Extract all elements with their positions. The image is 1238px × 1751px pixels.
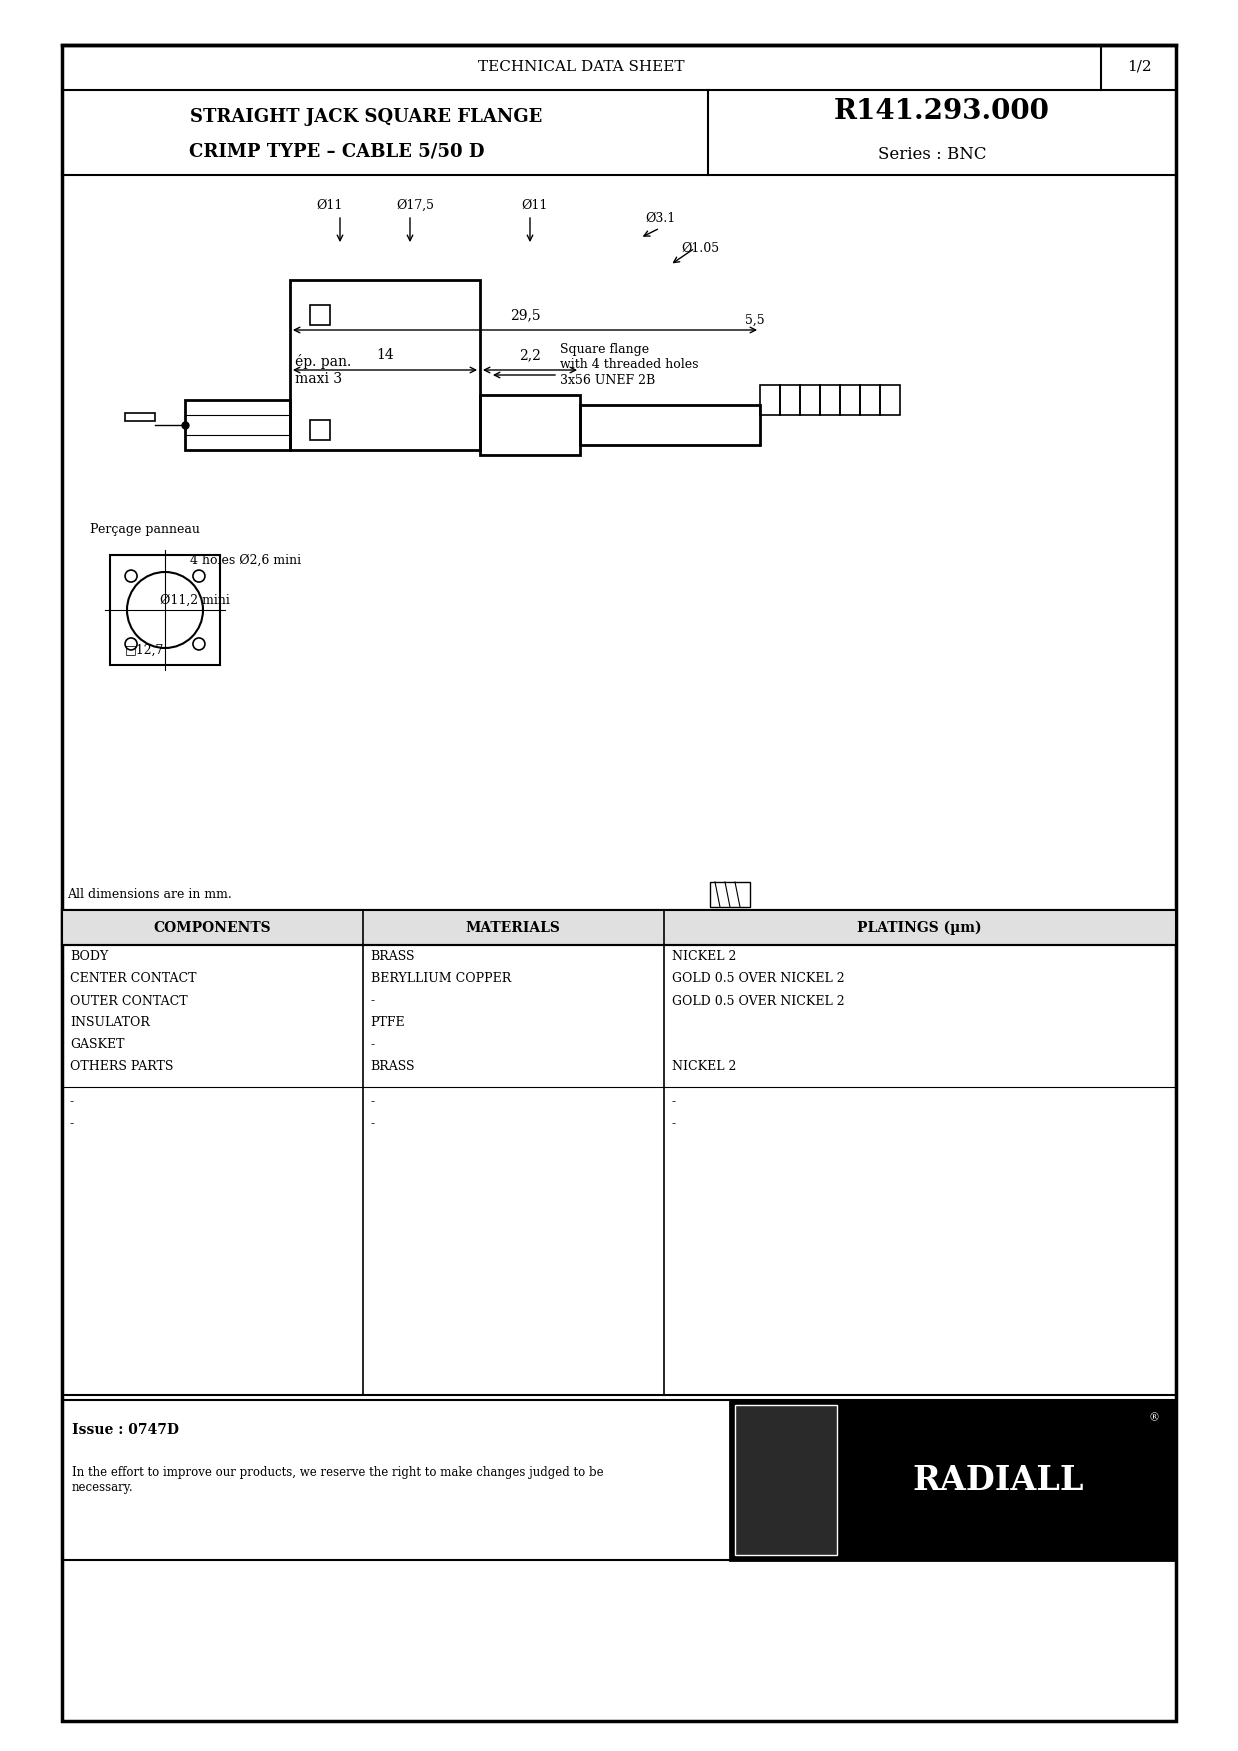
- Text: -: -: [370, 1117, 375, 1131]
- Text: ®: ®: [1148, 1413, 1159, 1424]
- Bar: [62, 1401, 1176, 1560]
- Text: Issue : 0747D: Issue : 0747D: [72, 1424, 180, 1438]
- Text: 4 holes Ø2,6 mini: 4 holes Ø2,6 mini: [189, 553, 301, 567]
- Text: NICKEL 2: NICKEL 2: [671, 951, 735, 963]
- Text: Series : BNC: Series : BNC: [878, 147, 987, 163]
- Text: CRIMP TYPE – CABLE 5/50 D: CRIMP TYPE – CABLE 5/50 D: [188, 144, 484, 161]
- Text: -: -: [671, 1117, 676, 1131]
- Bar: [735, 1404, 837, 1555]
- Text: Ø1.05: Ø1.05: [681, 242, 719, 254]
- Text: Square flange
with 4 threaded holes
3x56 UNEF 2B: Square flange with 4 threaded holes 3x56…: [560, 343, 698, 387]
- Text: OTHERS PARTS: OTHERS PARTS: [71, 1061, 173, 1073]
- Text: STRAIGHT JACK SQUARE FLANGE: STRAIGHT JACK SQUARE FLANGE: [191, 109, 542, 126]
- Text: BRASS: BRASS: [370, 1061, 415, 1073]
- Bar: [62, 911, 1176, 1396]
- Text: BODY: BODY: [71, 951, 108, 963]
- Text: BRASS: BRASS: [370, 951, 415, 963]
- Text: All dimensions are in mm.: All dimensions are in mm.: [67, 888, 232, 902]
- Text: PLATINGS (µm): PLATINGS (µm): [858, 921, 982, 935]
- Text: 1/2: 1/2: [1127, 60, 1151, 74]
- Bar: [780, 385, 800, 415]
- Text: Perçage panneau: Perçage panneau: [90, 524, 199, 536]
- Text: -: -: [370, 995, 375, 1007]
- Bar: [711, 883, 750, 907]
- Text: 5,5: 5,5: [745, 313, 765, 326]
- Bar: [62, 46, 1176, 1721]
- Text: -: -: [71, 1117, 74, 1131]
- Text: 2,2: 2,2: [519, 348, 541, 362]
- Text: 14: 14: [376, 348, 394, 362]
- Bar: [310, 305, 331, 326]
- Bar: [290, 280, 480, 450]
- Text: Ø17,5: Ø17,5: [396, 198, 435, 212]
- Text: GOLD 0.5 OVER NICKEL 2: GOLD 0.5 OVER NICKEL 2: [671, 972, 844, 986]
- Bar: [880, 385, 900, 415]
- Bar: [820, 385, 841, 415]
- Text: TECHNICAL DATA SHEET: TECHNICAL DATA SHEET: [478, 60, 685, 74]
- Text: 29,5: 29,5: [510, 308, 540, 322]
- Text: -: -: [370, 1038, 375, 1052]
- Text: NICKEL 2: NICKEL 2: [671, 1061, 735, 1073]
- Bar: [760, 385, 780, 415]
- Text: R141.293.000: R141.293.000: [834, 98, 1050, 126]
- Text: Ø11: Ø11: [521, 198, 548, 212]
- Text: INSULATOR: INSULATOR: [71, 1017, 150, 1030]
- Bar: [125, 413, 155, 420]
- Text: Ø11,2 mini: Ø11,2 mini: [160, 594, 230, 606]
- Bar: [480, 396, 579, 455]
- Bar: [184, 399, 290, 450]
- Text: COMPONENTS: COMPONENTS: [154, 921, 271, 935]
- Bar: [841, 385, 860, 415]
- Bar: [800, 385, 820, 415]
- Bar: [310, 420, 331, 440]
- Bar: [730, 1401, 1176, 1560]
- Bar: [860, 385, 880, 415]
- Text: -: -: [71, 1096, 74, 1108]
- Text: BERYLLIUM COPPER: BERYLLIUM COPPER: [370, 972, 511, 986]
- Text: Ø3.1: Ø3.1: [645, 212, 675, 224]
- Text: MATERIALS: MATERIALS: [465, 921, 561, 935]
- Text: CENTER CONTACT: CENTER CONTACT: [71, 972, 197, 986]
- Text: Ø11: Ø11: [317, 198, 343, 212]
- Bar: [62, 911, 1176, 946]
- Text: PTFE: PTFE: [370, 1017, 405, 1030]
- Text: ép. pan.
maxi 3: ép. pan. maxi 3: [295, 354, 352, 385]
- Bar: [579, 404, 760, 445]
- Text: OUTER CONTACT: OUTER CONTACT: [71, 995, 188, 1007]
- Text: In the effort to improve our products, we reserve the right to make changes judg: In the effort to improve our products, w…: [72, 1466, 604, 1494]
- Text: RADIALL: RADIALL: [912, 1464, 1083, 1497]
- Text: □12,7: □12,7: [125, 644, 165, 657]
- Text: GASKET: GASKET: [71, 1038, 125, 1052]
- Bar: [110, 555, 220, 665]
- Text: -: -: [370, 1096, 375, 1108]
- Text: -: -: [671, 1096, 676, 1108]
- Text: GOLD 0.5 OVER NICKEL 2: GOLD 0.5 OVER NICKEL 2: [671, 995, 844, 1007]
